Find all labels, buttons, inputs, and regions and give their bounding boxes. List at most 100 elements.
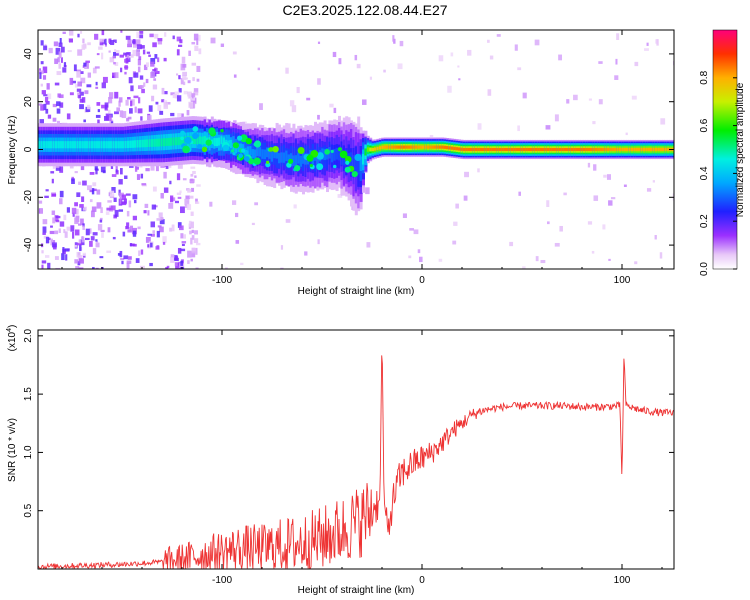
ridge-cell (153, 138, 157, 147)
noise-cell (197, 34, 201, 42)
noise-cell (463, 195, 468, 201)
noise-cell (92, 266, 95, 269)
noise-cell (100, 229, 105, 233)
noise-cell (55, 267, 61, 269)
noise-cell (59, 102, 64, 108)
ridge-cell (635, 147, 639, 152)
ridge-cell (501, 147, 505, 152)
ridge-cell (354, 156, 358, 172)
noise-cell (191, 229, 194, 234)
noise-cell (89, 189, 94, 193)
ridge-cell (515, 147, 519, 152)
noise-cell (169, 180, 172, 185)
ridge-cell (340, 152, 344, 165)
noise-cell (92, 232, 98, 236)
noise-cell (72, 231, 75, 239)
noise-cell (101, 104, 106, 109)
noise-cell (47, 93, 52, 100)
noise-cell (51, 210, 56, 215)
ridge-cell (412, 145, 416, 149)
noise-cell (124, 71, 127, 75)
noise-cell (155, 101, 159, 105)
noise-cell (148, 54, 151, 57)
noise-cell (50, 225, 53, 228)
noise-cell (52, 117, 57, 122)
noise-cell (66, 226, 71, 231)
noise-cell (77, 261, 81, 266)
noise-cell (593, 164, 597, 171)
ridge-cell (88, 141, 92, 149)
noise-cell (56, 101, 61, 107)
ridge-cell (585, 147, 589, 152)
noise-cell (188, 50, 191, 56)
noise-cell (59, 190, 64, 198)
ridge-cell (376, 146, 380, 151)
noise-cell (154, 54, 158, 59)
noise-cell (108, 50, 111, 53)
ridge-cell (215, 138, 219, 147)
ridge-cell (364, 148, 368, 156)
noise-cell (257, 67, 260, 71)
noise-cell (177, 163, 183, 169)
ridge-cell (172, 137, 176, 146)
noise-cell (534, 39, 540, 46)
noise-cell (79, 91, 84, 96)
noise-cell (59, 198, 63, 205)
noise-cell (134, 165, 138, 172)
ridge-cell (270, 151, 274, 162)
ridge-cell (112, 141, 116, 149)
noise-cell (113, 51, 116, 59)
noise-cell (97, 224, 103, 231)
ridge-cell (429, 145, 433, 149)
noise-cell (100, 166, 106, 173)
ridge-cell (126, 140, 130, 149)
noise-cell (402, 213, 407, 219)
noise-cell (95, 167, 98, 175)
ridge-cell (167, 137, 171, 146)
noise-cell (39, 208, 43, 214)
noise-cell (143, 82, 146, 87)
noise-cell (76, 192, 81, 198)
noise-cell (129, 243, 133, 247)
noise-cell (147, 210, 150, 216)
ridge-cell (201, 136, 205, 145)
ridge-cell (623, 147, 627, 152)
noise-cell (291, 105, 297, 113)
noise-cell (182, 75, 187, 81)
noise-cell (118, 179, 123, 185)
ridge-cell (378, 146, 382, 150)
noise-cell (62, 247, 65, 253)
noise-cell (161, 99, 165, 103)
noise-cell (177, 44, 183, 47)
noise-cell (190, 211, 194, 216)
noise-cell (78, 258, 84, 264)
noise-cell (157, 104, 162, 112)
noise-cell (127, 116, 132, 120)
ridge-cell (141, 139, 145, 148)
noise-cell (164, 91, 168, 95)
noise-cell (467, 49, 472, 56)
ridge-cell (335, 147, 339, 160)
noise-cell (177, 222, 182, 228)
ridge-cell (282, 152, 286, 163)
ridge-cell (374, 147, 377, 151)
noise-cell (104, 102, 109, 108)
noise-cell (77, 33, 80, 38)
noise-cell (184, 198, 190, 206)
ridge-cell (578, 147, 581, 152)
noise-cell (81, 236, 85, 243)
noise-cell (187, 250, 192, 258)
ridge-cell (448, 146, 452, 150)
ridge-cell (203, 136, 207, 145)
noise-cell (656, 39, 659, 46)
noise-cell (81, 196, 85, 202)
noise-cell (129, 225, 134, 230)
ridge-blob (220, 128, 224, 133)
noise-cell (177, 113, 182, 117)
ridge-cell (266, 147, 269, 158)
noise-cell (66, 207, 70, 213)
noise-cell (232, 200, 237, 205)
noise-cell (44, 96, 49, 103)
noise-cell (522, 266, 526, 269)
noise-cell (188, 220, 192, 227)
